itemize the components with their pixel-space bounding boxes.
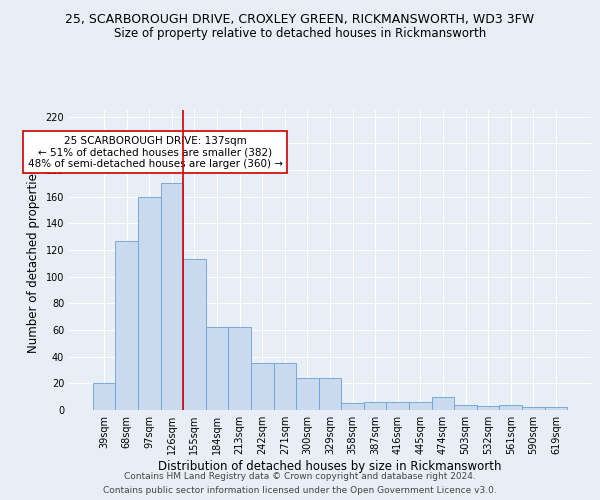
Bar xyxy=(409,402,431,410)
Bar xyxy=(386,402,409,410)
Bar xyxy=(115,240,138,410)
Bar xyxy=(93,384,115,410)
Text: Contains public sector information licensed under the Open Government Licence v3: Contains public sector information licen… xyxy=(103,486,497,495)
Bar xyxy=(296,378,319,410)
Bar xyxy=(183,260,206,410)
Bar xyxy=(454,404,477,410)
Bar xyxy=(274,364,296,410)
Text: 25, SCARBOROUGH DRIVE, CROXLEY GREEN, RICKMANSWORTH, WD3 3FW: 25, SCARBOROUGH DRIVE, CROXLEY GREEN, RI… xyxy=(65,12,535,26)
Bar xyxy=(138,196,161,410)
Text: Contains HM Land Registry data © Crown copyright and database right 2024.: Contains HM Land Registry data © Crown c… xyxy=(124,472,476,481)
Bar xyxy=(431,396,454,410)
X-axis label: Distribution of detached houses by size in Rickmansworth: Distribution of detached houses by size … xyxy=(158,460,502,473)
Bar xyxy=(477,406,499,410)
Text: 25 SCARBOROUGH DRIVE: 137sqm
← 51% of detached houses are smaller (382)
48% of s: 25 SCARBOROUGH DRIVE: 137sqm ← 51% of de… xyxy=(28,136,283,168)
Y-axis label: Number of detached properties: Number of detached properties xyxy=(27,167,40,353)
Bar xyxy=(251,364,274,410)
Bar xyxy=(499,404,522,410)
Bar xyxy=(161,184,183,410)
Bar xyxy=(229,328,251,410)
Bar xyxy=(522,408,545,410)
Bar xyxy=(545,408,567,410)
Bar xyxy=(319,378,341,410)
Text: Size of property relative to detached houses in Rickmansworth: Size of property relative to detached ho… xyxy=(114,28,486,40)
Bar xyxy=(206,328,229,410)
Bar xyxy=(364,402,386,410)
Bar xyxy=(341,404,364,410)
